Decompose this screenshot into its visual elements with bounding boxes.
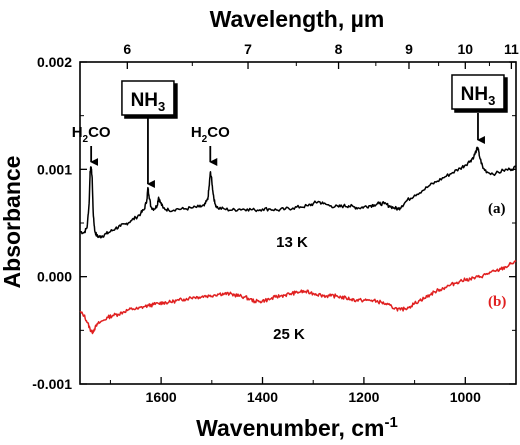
x-tick-label: 1600 (146, 389, 177, 405)
x-axis-title-superscript: -1 (384, 414, 397, 431)
series-b-line (79, 260, 517, 335)
annotation-h2co-1: H2CO (72, 124, 111, 166)
data-series (79, 146, 517, 335)
y-tick-label: -0.001 (32, 376, 72, 392)
annotation-h2co-2: H2CO (191, 124, 230, 166)
annotation-nh3-2: NH3 (451, 74, 505, 144)
annotation-box (121, 80, 175, 116)
annotation-label: NH3 (131, 90, 166, 114)
x-tick-label: 1000 (450, 389, 481, 405)
annotation-label-subscript: 2 (83, 134, 89, 145)
axis-ticks: 1600 1400 1200 1000 -0.001 0.000 0.001 0.002 6 7 8… (32, 41, 519, 405)
annotation-label-base: H (72, 124, 83, 141)
x-axis-title: Wavenumber, cm-1 (196, 414, 398, 441)
annotation-box (451, 74, 505, 110)
annotation-label-subscript: 2 (202, 134, 208, 145)
annotation-label: H2CO (191, 124, 230, 145)
top-tick-label: 7 (244, 41, 252, 57)
top-tick-label: 8 (335, 41, 343, 57)
annotation-label-base: NH (131, 90, 158, 111)
series-a-line (79, 146, 517, 239)
curve-label-a: (a) (488, 201, 506, 217)
annotation-label-rest: CO (88, 124, 111, 141)
annotation-label-base: H (191, 124, 202, 141)
annotation-label-rest: CO (207, 124, 230, 141)
y-tick-label: 0.000 (37, 269, 72, 285)
y-tick-label: 0.001 (37, 161, 72, 177)
y-axis-title: Absorbance (0, 156, 25, 289)
top-tick-label: 9 (405, 41, 413, 57)
top-tick-label: 10 (458, 41, 474, 57)
x-tick-label: 1400 (247, 389, 278, 405)
top-axis-title: Wavelength, µm (210, 6, 385, 32)
curve-label-b: (b) (488, 294, 506, 310)
x-tick-label: 1200 (348, 389, 379, 405)
y-tick-label: 0.002 (37, 54, 72, 70)
temperature-label-a: 13 K (276, 234, 308, 251)
curve-labels: (a) (b) 13 K 25 K (273, 201, 506, 343)
annotation-label: H2CO (72, 124, 111, 145)
top-tick-label: 11 (504, 41, 519, 57)
annotation-label: NH3 (461, 84, 496, 108)
x-axis-title-text: Wavenumber, cm (196, 415, 384, 441)
annotation-label-base: NH (461, 84, 488, 105)
annotation-label-subscript: 3 (158, 99, 165, 114)
top-tick-label: 6 (123, 41, 131, 57)
annotation-label-subscript: 3 (488, 93, 495, 108)
annotation-nh3-1: NH3 (121, 80, 175, 188)
temperature-label-b: 25 K (273, 326, 305, 343)
